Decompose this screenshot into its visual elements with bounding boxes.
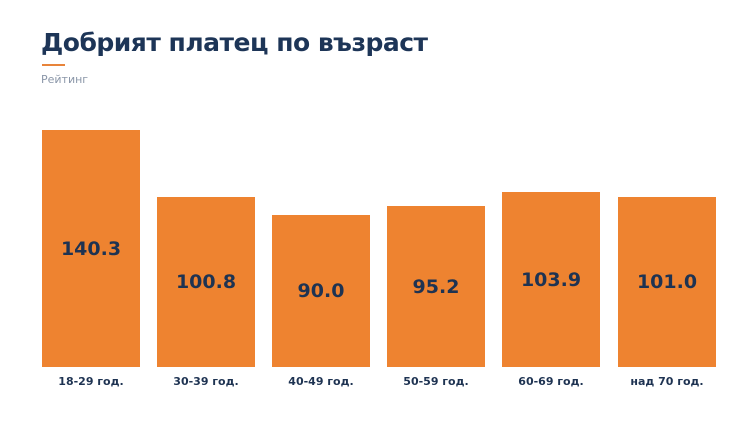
x-axis-label: над 70 год. — [630, 375, 704, 388]
x-axis-label: 18-29 год. — [58, 375, 124, 388]
bar-value-label: 103.9 — [520, 268, 582, 291]
bar-50-59: 95.2 — [387, 206, 485, 367]
chart-subtitle: Рейтинг — [41, 73, 89, 86]
chart-title: Добрият платец по възраст — [41, 28, 428, 57]
bar-30-39: 100.8 — [157, 197, 255, 367]
x-axis-label: 30-39 год. — [173, 375, 239, 388]
bar-60-69: 103.9 — [502, 192, 600, 367]
bar-18-29: 140.3 — [42, 130, 140, 367]
x-axis-label: 60-69 год. — [518, 375, 584, 388]
title-accent-line — [42, 64, 65, 66]
bar-value-label: 90.0 — [297, 280, 345, 302]
bar-over-70: 101.0 — [618, 197, 716, 367]
bar-value-label: 101.0 — [636, 271, 698, 293]
bar-value-label: 95.2 — [412, 275, 460, 298]
x-axis-label: 50-59 год. — [403, 375, 469, 388]
bar-value-label: 140.3 — [60, 237, 122, 260]
x-axis-label: 40-49 год. — [288, 375, 354, 388]
bar-40-49: 90.0 — [272, 215, 370, 367]
bar-value-label: 100.8 — [175, 271, 237, 293]
